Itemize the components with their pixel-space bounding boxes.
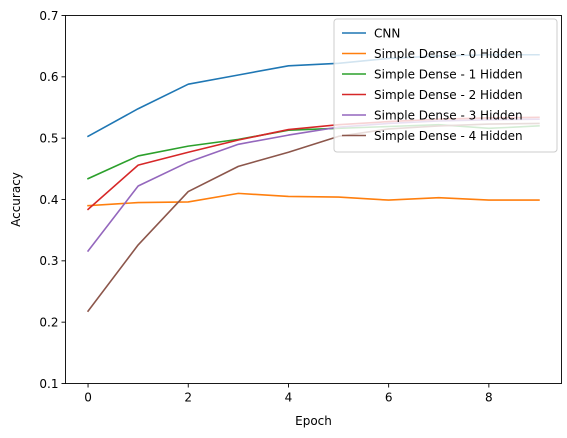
legend-box: [333, 18, 558, 153]
series-line-1: [87, 192, 540, 207]
x-tick-label-4: 8: [485, 391, 493, 405]
x-tick-label-2: 4: [285, 391, 293, 405]
legend-label-4: Simple Dense - 3 Hidden: [374, 108, 523, 122]
y-tick-label-4: 0.5: [39, 131, 58, 145]
x-axis-label: Epoch: [295, 414, 332, 428]
legend-label-3: Simple Dense - 2 Hidden: [374, 88, 523, 102]
legend-label-5: Simple Dense - 4 Hidden: [374, 129, 523, 143]
ticks-layer: 0 2 4 6 8 0.1 0.2 0.3 0.4 0.5 0.6 0.7: [39, 9, 492, 405]
y-tick-label-2: 0.3: [39, 254, 58, 268]
y-tick-label-0: 0.1: [39, 377, 58, 391]
y-tick-label-6: 0.7: [39, 9, 58, 23]
y-tick-label-1: 0.2: [39, 315, 58, 329]
y-tick-label-3: 0.4: [39, 193, 58, 207]
legend-items: CNN Simple Dense - 0 Hidden Simple Dense -…: [342, 26, 523, 143]
x-tick-label-1: 2: [184, 391, 192, 405]
x-tick-label-3: 6: [385, 391, 393, 405]
x-tick-label-0: 0: [84, 391, 92, 405]
y-tick-label-5: 0.6: [39, 70, 58, 84]
legend-label-0: CNN: [374, 26, 400, 40]
plot-frame: [65, 15, 562, 384]
legend-label-2: Simple Dense - 1 Hidden: [374, 67, 523, 81]
legend-label-1: Simple Dense - 0 Hidden: [374, 47, 523, 61]
y-axis-label: Accuracy: [9, 172, 23, 227]
legend: CNN Simple Dense - 0 Hidden Simple Dense -…: [333, 18, 558, 153]
